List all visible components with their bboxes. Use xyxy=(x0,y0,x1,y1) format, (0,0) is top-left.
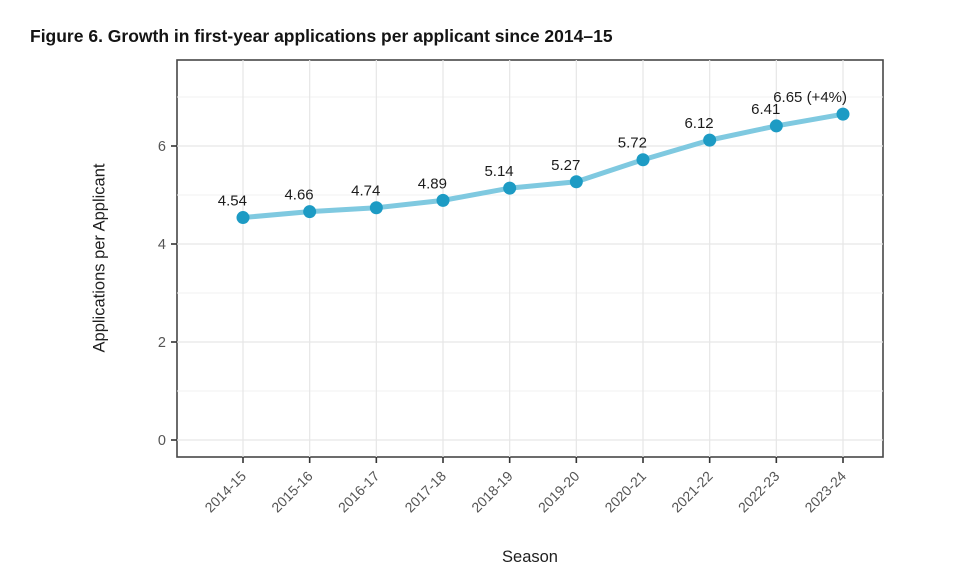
data-point xyxy=(636,153,650,167)
figure-title: Figure 6. Growth in first-year applicati… xyxy=(30,26,613,46)
x-tick-label: 2019-20 xyxy=(535,468,583,516)
data-point-label: 6.41 xyxy=(751,101,780,118)
y-tick-label: 4 xyxy=(158,237,166,253)
data-point-label: 5.27 xyxy=(551,157,580,174)
data-point xyxy=(369,201,383,215)
series-line xyxy=(240,111,846,221)
x-tick-label: 2017-18 xyxy=(401,468,449,516)
data-point-label: 6.12 xyxy=(684,115,713,132)
data-point xyxy=(503,181,517,195)
x-tick-label: 2020-21 xyxy=(601,468,649,516)
x-tick-label: 2018-19 xyxy=(468,468,516,516)
data-point-label: 4.66 xyxy=(284,187,313,204)
data-point-label: 5.14 xyxy=(484,163,513,180)
x-tick-label: 2022-23 xyxy=(735,468,783,516)
y-tick-label: 6 xyxy=(158,139,166,155)
data-point xyxy=(836,107,850,121)
y-tick-label: 0 xyxy=(158,433,166,449)
data-point-label: 4.89 xyxy=(418,175,447,192)
y-tick-label: 2 xyxy=(158,335,166,351)
data-point-label: 4.74 xyxy=(351,183,380,200)
x-tick-label: 2014-15 xyxy=(201,468,249,516)
data-point xyxy=(703,133,717,147)
x-tick-label: 2016-17 xyxy=(335,468,383,516)
data-point xyxy=(236,211,250,225)
x-tick-label: 2023-24 xyxy=(801,468,849,516)
data-point xyxy=(436,193,450,207)
x-tick-label: 2021-22 xyxy=(668,468,716,516)
y-axis-label: Applications per Applicant xyxy=(90,163,109,353)
x-tick-label: 2015-16 xyxy=(268,468,316,516)
data-point xyxy=(569,175,583,189)
data-point xyxy=(769,119,783,133)
data-point-label: 4.54 xyxy=(218,193,247,210)
data-point xyxy=(303,205,317,219)
data-point-label: 6.65 (+4%) xyxy=(773,89,847,106)
data-point-label: 5.72 xyxy=(618,135,647,152)
x-axis-label: Season xyxy=(502,548,558,566)
